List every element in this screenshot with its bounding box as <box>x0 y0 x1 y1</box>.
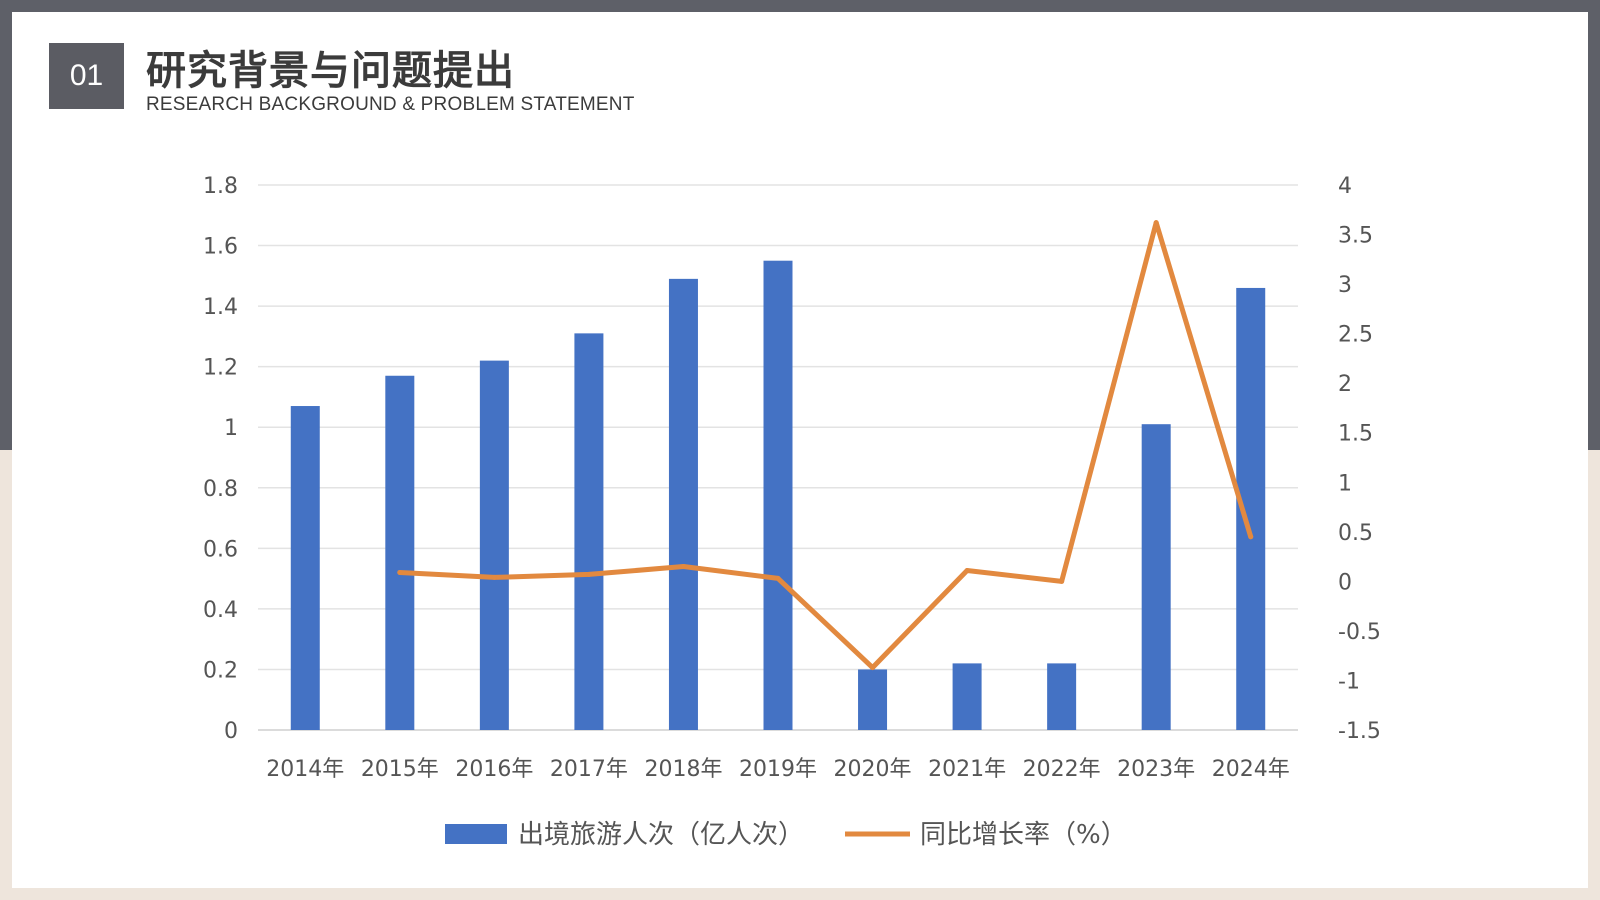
y-right-tick-label: 3.5 <box>1338 224 1373 249</box>
y-right-tick-label: -0.5 <box>1338 620 1381 645</box>
line-point <box>680 564 686 569</box>
y-right-tick-label: -1 <box>1338 669 1360 694</box>
y-right-tick-label: 2.5 <box>1338 323 1373 348</box>
legend-bar-swatch <box>445 824 507 844</box>
y-right-tick-label: -1.5 <box>1338 719 1381 744</box>
bar <box>668 278 698 730</box>
y-left-tick-label: 1.8 <box>203 174 238 199</box>
y-left-tick-label: 1 <box>224 416 238 441</box>
x-tick-label: 2016年 <box>455 757 533 782</box>
y-right-tick-label: 1.5 <box>1338 422 1373 447</box>
slide-title: 研究背景与问题提出 <box>146 48 515 94</box>
x-tick-label: 2019年 <box>739 757 817 782</box>
line-point <box>870 665 876 671</box>
line-point <box>1059 578 1065 584</box>
x-tick-label: 2023年 <box>1117 757 1195 782</box>
legend-label-bar: 出境旅游人次（亿人次） <box>518 820 804 850</box>
section-number-badge: 01 <box>49 43 124 109</box>
x-tick-label: 2022年 <box>1023 757 1101 782</box>
bar <box>290 406 320 730</box>
y-right-tick-label: 0 <box>1338 570 1352 595</box>
y-right-tick-label: 0.5 <box>1338 521 1373 546</box>
slide-subtitle: RESEARCH BACKGROUND & PROBLEM STATEMENT <box>146 94 635 115</box>
y-left-tick-label: 1.2 <box>203 356 238 381</box>
line-point <box>775 575 781 581</box>
bar <box>574 333 604 730</box>
x-tick-label: 2018年 <box>644 757 722 782</box>
legend-label-line: 同比增长率（%） <box>920 820 1127 850</box>
bar <box>1141 424 1171 730</box>
y-left-tick-label: 0.2 <box>203 658 238 683</box>
bar <box>763 260 793 730</box>
y-left-tick-label: 1.6 <box>203 235 238 260</box>
y-right-tick-label: 3 <box>1338 273 1352 298</box>
line-point <box>1153 220 1159 226</box>
slide-panel <box>12 12 1588 888</box>
x-tick-label: 2015年 <box>361 757 439 782</box>
x-tick-label: 2024年 <box>1212 757 1290 782</box>
y-left-tick-label: 0 <box>224 719 238 744</box>
y-left-tick-label: 0.6 <box>203 537 238 562</box>
x-tick-label: 2020年 <box>834 757 912 782</box>
x-tick-label: 2021年 <box>928 757 1006 782</box>
line-point <box>1248 534 1254 540</box>
line-point <box>491 574 497 580</box>
y-left-tick-label: 1.4 <box>203 295 238 320</box>
bar <box>952 663 982 730</box>
bar <box>479 360 509 730</box>
bar <box>1047 663 1077 730</box>
bar <box>385 375 415 730</box>
y-right-tick-label: 1 <box>1338 471 1352 496</box>
y-left-tick-label: 0.8 <box>203 477 238 502</box>
line-point <box>397 569 403 575</box>
x-tick-label: 2017年 <box>550 757 628 782</box>
growth-rate-line <box>397 220 1254 671</box>
bar <box>858 669 888 730</box>
line-point <box>964 567 970 573</box>
y-right-tick-label: 4 <box>1338 174 1352 199</box>
y-right-tick-label: 2 <box>1338 372 1352 397</box>
x-tick-label: 2014年 <box>266 757 344 782</box>
y-left-tick-label: 0.4 <box>203 598 238 623</box>
line-point <box>586 571 592 577</box>
